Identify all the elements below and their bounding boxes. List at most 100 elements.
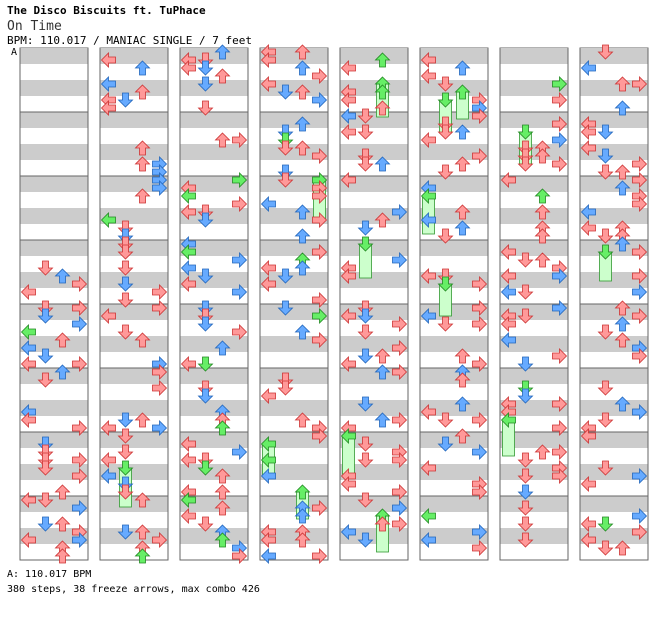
- down-arrow: [357, 452, 374, 468]
- left-arrow: [100, 420, 116, 436]
- chart-band: [260, 80, 328, 96]
- right-arrow: [152, 380, 168, 396]
- up-arrow: [454, 396, 471, 412]
- left-arrow: [180, 260, 196, 276]
- right-arrow: [392, 484, 408, 500]
- left-arrow: [180, 60, 196, 76]
- chart-band: [420, 272, 488, 288]
- left-arrow: [420, 212, 436, 228]
- up-arrow: [134, 140, 151, 156]
- chart-band: [180, 272, 248, 288]
- up-arrow: [294, 44, 311, 60]
- chart-band: [100, 176, 168, 192]
- chart-band: [500, 272, 568, 288]
- chart-band: [260, 496, 328, 512]
- up-arrow: [294, 204, 311, 220]
- up-arrow: [134, 332, 151, 348]
- up-arrow: [614, 300, 631, 316]
- left-arrow: [260, 260, 276, 276]
- left-arrow: [580, 60, 596, 76]
- chart-band: [340, 528, 408, 544]
- down-arrow: [197, 316, 214, 332]
- down-arrow: [597, 380, 614, 396]
- right-arrow: [552, 468, 568, 484]
- down-arrow: [197, 308, 214, 324]
- left-arrow: [500, 332, 516, 348]
- chart-band: [420, 112, 488, 128]
- right-arrow: [472, 276, 488, 292]
- down-arrow: [597, 148, 614, 164]
- down-arrow: [277, 124, 294, 140]
- right-arrow: [72, 500, 88, 516]
- chart-band: [340, 368, 408, 384]
- footer-stats: 380 steps, 38 freeze arrows, max combo 4…: [7, 584, 260, 595]
- chart-band: [20, 304, 88, 320]
- chart-band: [100, 432, 168, 448]
- left-arrow: [20, 340, 36, 356]
- left-arrow: [180, 276, 196, 292]
- down-arrow: [357, 124, 374, 140]
- right-arrow: [472, 412, 488, 428]
- chart-band: [420, 48, 488, 64]
- up-arrow: [134, 548, 151, 564]
- down-arrow: [277, 372, 294, 388]
- down-arrow: [437, 164, 454, 180]
- chart-band: [260, 144, 328, 160]
- up-arrow: [534, 188, 551, 204]
- chart-band: [20, 240, 88, 256]
- down-arrow: [37, 444, 54, 460]
- right-arrow: [312, 548, 328, 564]
- down-arrow: [357, 148, 374, 164]
- up-arrow: [614, 316, 631, 332]
- up-arrow: [294, 508, 311, 524]
- up-arrow: [134, 188, 151, 204]
- chart-band: [260, 176, 328, 192]
- right-arrow: [552, 156, 568, 172]
- chart-band: [420, 240, 488, 256]
- up-arrow: [374, 348, 391, 364]
- chart-band: [580, 432, 648, 448]
- left-arrow: [100, 212, 116, 228]
- up-arrow: [374, 364, 391, 380]
- right-arrow: [152, 300, 168, 316]
- up-arrow: [214, 44, 231, 60]
- down-arrow: [517, 532, 534, 548]
- up-arrow: [614, 180, 631, 196]
- up-arrow: [294, 228, 311, 244]
- right-arrow: [312, 428, 328, 444]
- down-arrow: [197, 268, 214, 284]
- down-arrow: [197, 460, 214, 476]
- chart-band: [420, 144, 488, 160]
- right-arrow: [552, 300, 568, 316]
- down-arrow: [197, 300, 214, 316]
- down-arrow: [597, 324, 614, 340]
- chart-band: [420, 432, 488, 448]
- up-arrow: [374, 52, 391, 68]
- chart-band: [580, 496, 648, 512]
- chart-band: [500, 144, 568, 160]
- up-arrow: [374, 516, 391, 532]
- right-arrow: [232, 324, 248, 340]
- up-arrow: [214, 132, 231, 148]
- up-arrow: [54, 484, 71, 500]
- down-arrow: [37, 260, 54, 276]
- chart-band: [340, 48, 408, 64]
- chart-band: [180, 80, 248, 96]
- chart-band: [20, 432, 88, 448]
- up-arrow: [374, 156, 391, 172]
- chart-band: [100, 464, 168, 480]
- up-arrow: [454, 348, 471, 364]
- right-arrow: [312, 308, 328, 324]
- chart-band: [100, 208, 168, 224]
- left-arrow: [180, 452, 196, 468]
- chart-band: [420, 368, 488, 384]
- right-arrow: [312, 244, 328, 260]
- chart-band: [100, 528, 168, 544]
- down-arrow: [197, 204, 214, 220]
- chart-band: [420, 400, 488, 416]
- right-arrow: [632, 524, 648, 540]
- chart-band: [340, 80, 408, 96]
- up-arrow: [54, 364, 71, 380]
- right-arrow: [632, 348, 648, 364]
- chart-band: [180, 464, 248, 480]
